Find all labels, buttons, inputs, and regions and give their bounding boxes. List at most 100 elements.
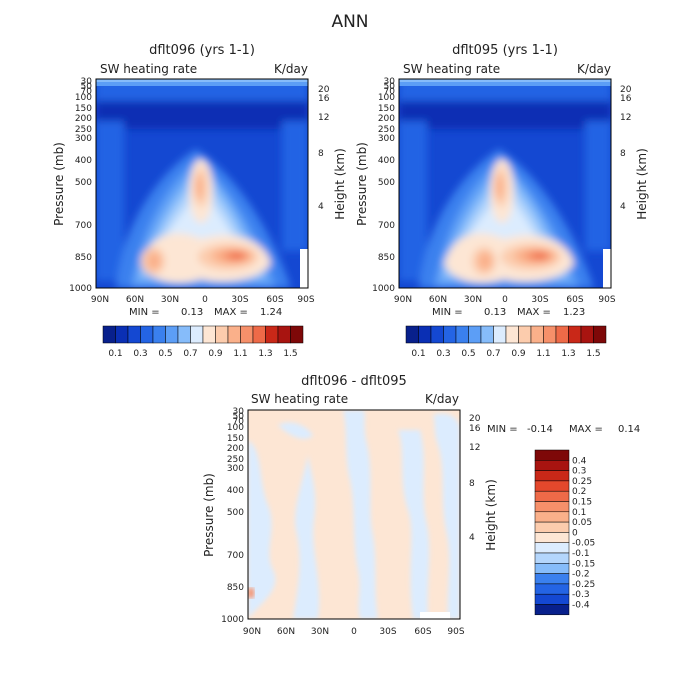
height-tick-label: 4 [620,202,626,212]
legend-swatch [534,532,570,543]
legend-label: 0.9 [208,349,223,359]
legend-label: 1.5 [586,349,600,359]
y-tick-label: 300 [227,464,244,474]
height-tick-label: 16 [318,94,330,104]
color-legend: 0.40.30.250.20.150.10.050-0.05-0.1-0.15-… [534,449,595,616]
right-axis-label: Height (km) [635,148,649,219]
legend-label: 1.5 [283,349,297,359]
x-tick-label: 30N [464,295,482,305]
legend-swatch [277,325,291,344]
legend-swatch [227,325,241,344]
x-tick-label: 90S [297,295,314,305]
y-axis-label: Pressure (mb) [52,142,66,226]
height-tick-label: 16 [469,424,481,434]
legend-swatch [290,325,304,344]
contour-field [399,79,611,288]
legend-label: -0.25 [572,580,595,590]
y-tick-label: 200 [227,444,244,454]
legend-swatch [190,325,204,344]
legend-swatch [102,325,116,344]
x-tick-label: 0 [351,627,357,637]
legend-swatch [568,325,582,344]
legend-label: 0.5 [461,349,475,359]
stat-max-label: MAX = [517,307,551,318]
panel-title: dflt096 - dflt095 [301,374,407,389]
stat-min-label: MIN = [432,307,463,318]
legend-label: 0.3 [133,349,147,359]
x-tick-label: 60S [414,627,431,637]
legend-label: 0.1 [411,349,425,359]
plot-frame [95,78,309,289]
x-axis-ticks: 90N 60N 30N 0 30S 60S 90S [243,627,465,637]
panel-difference: dflt096 - dflt095 SW heating rate K/day [202,374,640,637]
legend-swatch [534,521,570,533]
right-axis-label: Height (km) [484,479,498,550]
legend-swatch [152,325,166,344]
height-ticks: 20 16 12 8 4 [620,85,632,212]
stat-max-label: MAX = [569,424,603,435]
legend-label: 0.05 [572,518,592,528]
y-tick-label: 1000 [69,284,92,294]
height-tick-label: 12 [620,113,631,123]
y-tick-label: 200 [75,114,92,124]
x-tick-label: 0 [202,295,208,305]
y-tick-label: 700 [227,551,244,561]
legend-swatch [468,325,482,344]
legend-label: 1.3 [561,349,575,359]
height-tick-label: 8 [469,479,475,489]
legend-swatch [240,325,254,344]
contour-field [96,79,308,288]
y-tick-label: 150 [378,104,395,114]
height-ticks: 20 16 12 8 4 [469,414,481,543]
stats-line: MIN = 0.13 MAX = 1.24 [129,307,282,318]
legend-swatch [534,490,570,502]
legend-swatch [530,325,544,344]
y-tick-label: 100 [378,93,395,103]
y-tick-label: 300 [75,134,92,144]
height-tick-label: 8 [318,149,324,159]
y-axis-ticks: 30 50 70 100 150 200 250 300 400 500 700… [372,77,395,294]
panel-subtitle: SW heating rate [100,62,197,76]
panel-dflt096: dflt096 (yrs 1-1) SW heating rate K/day [52,43,347,359]
x-tick-label: 90S [447,627,464,637]
stat-max-value: 0.14 [618,424,640,435]
x-tick-label: 90S [598,295,615,305]
y-tick-label: 100 [227,423,244,433]
y-tick-label: 850 [378,253,395,263]
height-tick-label: 4 [469,533,475,543]
stats-line: MIN = -0.14 MAX = 0.14 [487,424,640,435]
legend-swatch [534,460,570,471]
legend-label: 0.7 [183,349,197,359]
right-axis-label: Height (km) [333,148,347,219]
stat-min-label: MIN = [487,424,518,435]
x-tick-label: 30S [231,295,248,305]
y-tick-label: 70 [384,87,396,97]
y-tick-label: 30 [233,407,245,417]
x-tick-label: 90N [243,627,261,637]
stats-line: MIN = 0.13 MAX = 1.23 [432,307,585,318]
y-tick-label: 500 [378,178,395,188]
y-tick-label: 70 [233,417,245,427]
color-legend: 0.1 0.3 0.5 0.7 0.9 1.1 1.3 1.5 [102,325,304,359]
y-tick-label: 50 [384,82,396,92]
y-tick-label: 700 [378,221,395,231]
legend-label: 1.3 [258,349,272,359]
legend-swatch [493,325,507,344]
legend-swatch [505,325,519,344]
y-axis-ticks: 30 50 70 100 150 200 250 300 400 500 700… [69,77,92,294]
legend-swatch [127,325,141,344]
y-tick-label: 250 [378,125,395,135]
panel-subtitle: SW heating rate [251,392,348,406]
page-title: ANN [331,12,368,32]
x-tick-label: 90N [394,295,412,305]
height-tick-label: 20 [620,85,632,95]
x-tick-label: 60N [277,627,295,637]
legend-swatch [534,542,570,554]
panel-units: K/day [425,392,459,406]
legend-swatch [543,325,557,344]
y-axis-label: Pressure (mb) [202,473,216,557]
legend-swatch [430,325,444,344]
legend-swatch [580,325,594,344]
legend-swatch [140,325,154,344]
